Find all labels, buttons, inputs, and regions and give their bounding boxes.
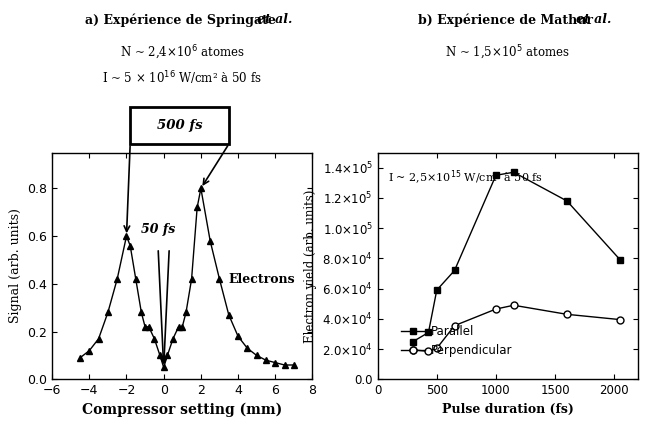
Legend: Parallel, Perpendicular: Parallel, Perpendicular xyxy=(396,321,517,362)
Text: N ~ 1,5×10$^{5}$ atomes: N ~ 1,5×10$^{5}$ atomes xyxy=(445,44,570,61)
Line: Parallel: Parallel xyxy=(409,169,624,345)
Parallel xyxy=(563,198,571,204)
Parallel xyxy=(616,257,624,262)
X-axis label: Compressor setting (mm): Compressor setting (mm) xyxy=(82,403,283,417)
Y-axis label: Electron yield (arb. units): Electron yield (arb. units) xyxy=(304,189,317,343)
Perpendicular xyxy=(492,307,500,312)
Parallel xyxy=(409,339,417,344)
Perpendicular xyxy=(424,349,432,354)
Perpendicular xyxy=(616,317,624,322)
Perpendicular xyxy=(409,347,417,352)
Parallel xyxy=(450,268,458,273)
Perpendicular xyxy=(433,346,441,351)
Perpendicular xyxy=(450,323,458,328)
Line: Perpendicular: Perpendicular xyxy=(409,302,624,355)
Text: Electrons: Electrons xyxy=(229,272,296,286)
Y-axis label: Signal (arb. units): Signal (arb. units) xyxy=(8,208,21,324)
Text: a) Expérience de Springate: a) Expérience de Springate xyxy=(85,13,280,27)
Perpendicular xyxy=(510,303,518,308)
Text: 50 fs: 50 fs xyxy=(141,223,175,236)
Text: I ~ 2,5×10$^{15}$ W/cm² à 50 fs: I ~ 2,5×10$^{15}$ W/cm² à 50 fs xyxy=(388,168,543,187)
Parallel xyxy=(510,170,518,175)
Parallel xyxy=(492,173,500,178)
Parallel xyxy=(424,330,432,335)
FancyBboxPatch shape xyxy=(130,107,229,143)
Text: et al.: et al. xyxy=(257,13,292,26)
Parallel xyxy=(433,287,441,293)
X-axis label: Pulse duration (fs): Pulse duration (fs) xyxy=(442,403,574,416)
Perpendicular xyxy=(563,312,571,317)
Text: et al.: et al. xyxy=(576,13,611,26)
Text: I ~ 5 × 10$^{16}$ W/cm² à 50 fs: I ~ 5 × 10$^{16}$ W/cm² à 50 fs xyxy=(102,70,262,87)
Text: b) Expérience de Mathur: b) Expérience de Mathur xyxy=(418,13,598,27)
Text: N ~ 2,4×10$^{6}$ atomes: N ~ 2,4×10$^{6}$ atomes xyxy=(120,44,245,61)
Text: 500 fs: 500 fs xyxy=(157,119,202,132)
